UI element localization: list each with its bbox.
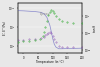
Y-axis label: E', E'' (Pa): E', E'' (Pa) bbox=[3, 21, 7, 35]
Text: Epoxy: Epoxy bbox=[40, 12, 51, 16]
X-axis label: Temperature (in °C): Temperature (in °C) bbox=[36, 60, 64, 64]
Y-axis label: tan δ: tan δ bbox=[93, 25, 97, 32]
